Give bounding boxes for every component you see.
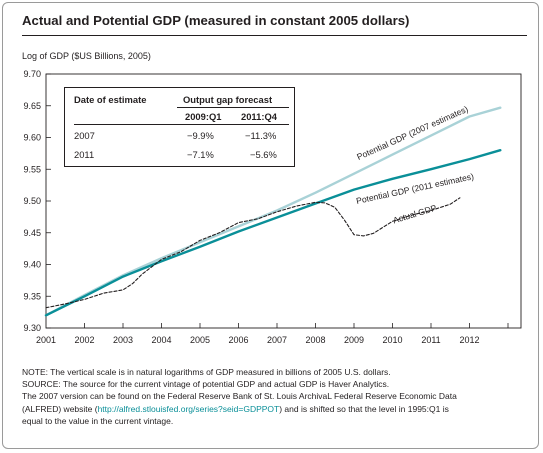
y-tick-label: 9.35 [23,291,41,301]
y-tick-label: 9.40 [23,260,41,270]
table-header-date: Date of estimate [74,94,147,105]
y-tick-label: 9.60 [23,133,41,143]
source-line: equal to the value in the current vintag… [22,415,174,426]
x-tick-label: 2001 [36,335,56,345]
chart-title: Actual and Potential GDP (measured in co… [22,13,410,28]
table-body-rule [74,124,289,125]
y-tick-label: 9.65 [23,101,41,111]
potential-gdp-2007-line [44,106,502,317]
table-row-label: 2007 [74,130,95,141]
label-potential-gdp-2011: Potential GDP (2011 estimates) [355,171,475,206]
y-tick-label: 9.50 [23,196,41,206]
note-line: NOTE: The vertical scale is in natural l… [22,367,391,377]
y-tick-label: 9.55 [23,164,41,174]
label-actual-gdp: Actual GDP [392,203,438,226]
table-cell: −11.3% [245,130,277,141]
chart-notes: NOTE: The vertical scale is in natural l… [22,366,527,427]
table-header-rule [177,107,289,108]
source-line: The 2007 version can be found on the Fed… [22,391,457,402]
source-text: (ALFRED) website ( [22,403,98,414]
figure-frame [2,2,539,449]
x-tick-label: 2009 [344,335,364,345]
source-text: ) and is shifted so that the level in 19… [279,403,449,414]
x-tick-label: 2006 [228,335,248,345]
x-tick-label: 2008 [305,335,325,345]
y-tick-label: 9.70 [23,69,41,79]
x-tick-label: 2004 [151,335,171,345]
x-tick-label: 2011 [421,335,440,345]
x-tick-label: 2005 [190,335,210,345]
table-subheader-2009q1: 2009:Q1 [185,111,222,122]
source-line: (ALFRED) website (http://alfred.stlouisf… [22,403,527,415]
table-subheader-2011q4: 2011:Q4 [241,111,277,122]
table-cell: −9.9% [187,130,214,141]
x-tick-label: 2002 [74,335,94,345]
y-tick-label: 9.45 [23,228,41,238]
y-tick-label: 9.30 [23,323,41,333]
title-rule [22,35,527,36]
alfred-link[interactable]: http://alfred.stlouisfed.org/series?seid… [97,403,280,414]
table-row-label: 2011 [74,149,95,160]
table-cell: −5.6% [250,149,277,160]
potential-gdp-2011-line [44,149,502,317]
source-line: SOURCE: The source for the current vinta… [22,379,390,390]
x-tick-label: 2012 [459,335,479,345]
output-gap-table: Date of estimate Output gap forecast 200… [64,87,295,167]
x-tick-label: 2003 [113,335,133,345]
x-tick-label: 2007 [267,335,287,345]
table-header-gap: Output gap forecast [183,94,273,105]
x-tick-label: 2010 [382,335,402,345]
label-potential-gdp-2007: Potential GDP (2007 estimates) [355,104,469,162]
table-cell: −7.1% [187,149,214,160]
y-axis-label: Log of GDP ($US Billions, 2005) [22,51,151,61]
actual-gdp-line [45,197,461,309]
